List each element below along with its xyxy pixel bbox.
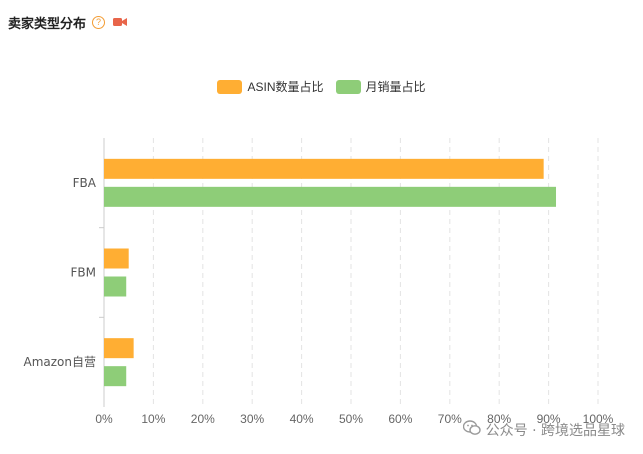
x-tick-label: 40% [290, 412, 314, 426]
y-category-label: FBA [73, 176, 97, 190]
page-title: 卖家类型分布 [8, 17, 87, 32]
wechat-icon [462, 420, 481, 440]
bar-sales [104, 276, 127, 297]
x-tick-label: 70% [438, 412, 462, 426]
y-category-label: Amazon自营 [24, 355, 97, 369]
legend-label-sales: 月销量占比 [365, 80, 426, 94]
bar-sales [104, 186, 557, 207]
legend-label-asin: ASIN数量占比 [247, 80, 324, 94]
watermark-text: 公众号 · 跨境选品星球 [485, 423, 625, 439]
legend-item-asin[interactable]: ASIN数量占比 [217, 78, 324, 95]
x-tick-label: 100% [583, 412, 614, 426]
legend-swatch-asin [217, 79, 243, 94]
bar-asin [104, 338, 134, 359]
x-tick-label: 60% [388, 412, 412, 426]
x-tick-label: 80% [487, 412, 511, 426]
legend-swatch-sales [335, 79, 361, 94]
chart-header: 卖家类型分布 ? [8, 13, 128, 32]
bar-asin [104, 248, 129, 269]
video-camera-icon[interactable] [113, 14, 128, 32]
bar-sales [104, 366, 127, 387]
x-tick-label: 20% [191, 412, 215, 426]
legend-item-sales[interactable]: 月销量占比 [335, 78, 426, 95]
x-tick-label: 50% [339, 412, 363, 426]
x-tick-label: 0% [95, 412, 113, 426]
x-tick-label: 90% [537, 412, 561, 426]
chart-legend: ASIN数量占比 月销量占比 [0, 78, 643, 95]
x-tick-label: 10% [141, 412, 165, 426]
bar-asin [104, 158, 544, 179]
y-category-label: FBM [71, 266, 97, 280]
question-circle-icon[interactable]: ? [92, 16, 106, 29]
x-tick-label: 30% [240, 412, 264, 426]
watermark: 公众号 · 跨境选品星球 [462, 420, 625, 440]
